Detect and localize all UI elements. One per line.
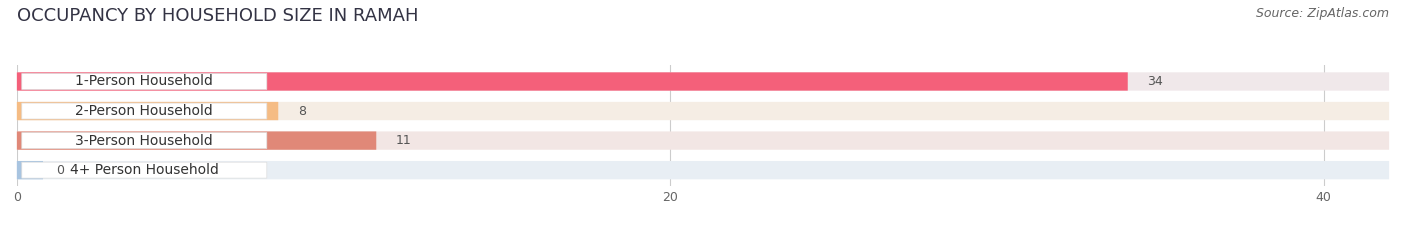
- FancyBboxPatch shape: [17, 72, 1389, 91]
- FancyBboxPatch shape: [21, 74, 267, 89]
- FancyBboxPatch shape: [17, 161, 44, 179]
- Text: 4+ Person Household: 4+ Person Household: [70, 163, 219, 177]
- FancyBboxPatch shape: [17, 102, 1389, 120]
- Text: 1-Person Household: 1-Person Household: [76, 75, 214, 89]
- FancyBboxPatch shape: [17, 161, 1389, 179]
- FancyBboxPatch shape: [21, 103, 267, 119]
- Text: 8: 8: [298, 105, 307, 117]
- Text: 11: 11: [396, 134, 412, 147]
- FancyBboxPatch shape: [17, 102, 278, 120]
- FancyBboxPatch shape: [21, 162, 267, 178]
- Text: Source: ZipAtlas.com: Source: ZipAtlas.com: [1256, 7, 1389, 20]
- Text: 34: 34: [1147, 75, 1163, 88]
- Text: 2-Person Household: 2-Person Household: [76, 104, 214, 118]
- Text: 3-Person Household: 3-Person Household: [76, 134, 214, 147]
- FancyBboxPatch shape: [17, 72, 1128, 91]
- FancyBboxPatch shape: [17, 131, 377, 150]
- FancyBboxPatch shape: [17, 131, 1389, 150]
- Text: OCCUPANCY BY HOUSEHOLD SIZE IN RAMAH: OCCUPANCY BY HOUSEHOLD SIZE IN RAMAH: [17, 7, 419, 25]
- Text: 0: 0: [56, 164, 65, 177]
- FancyBboxPatch shape: [21, 133, 267, 149]
